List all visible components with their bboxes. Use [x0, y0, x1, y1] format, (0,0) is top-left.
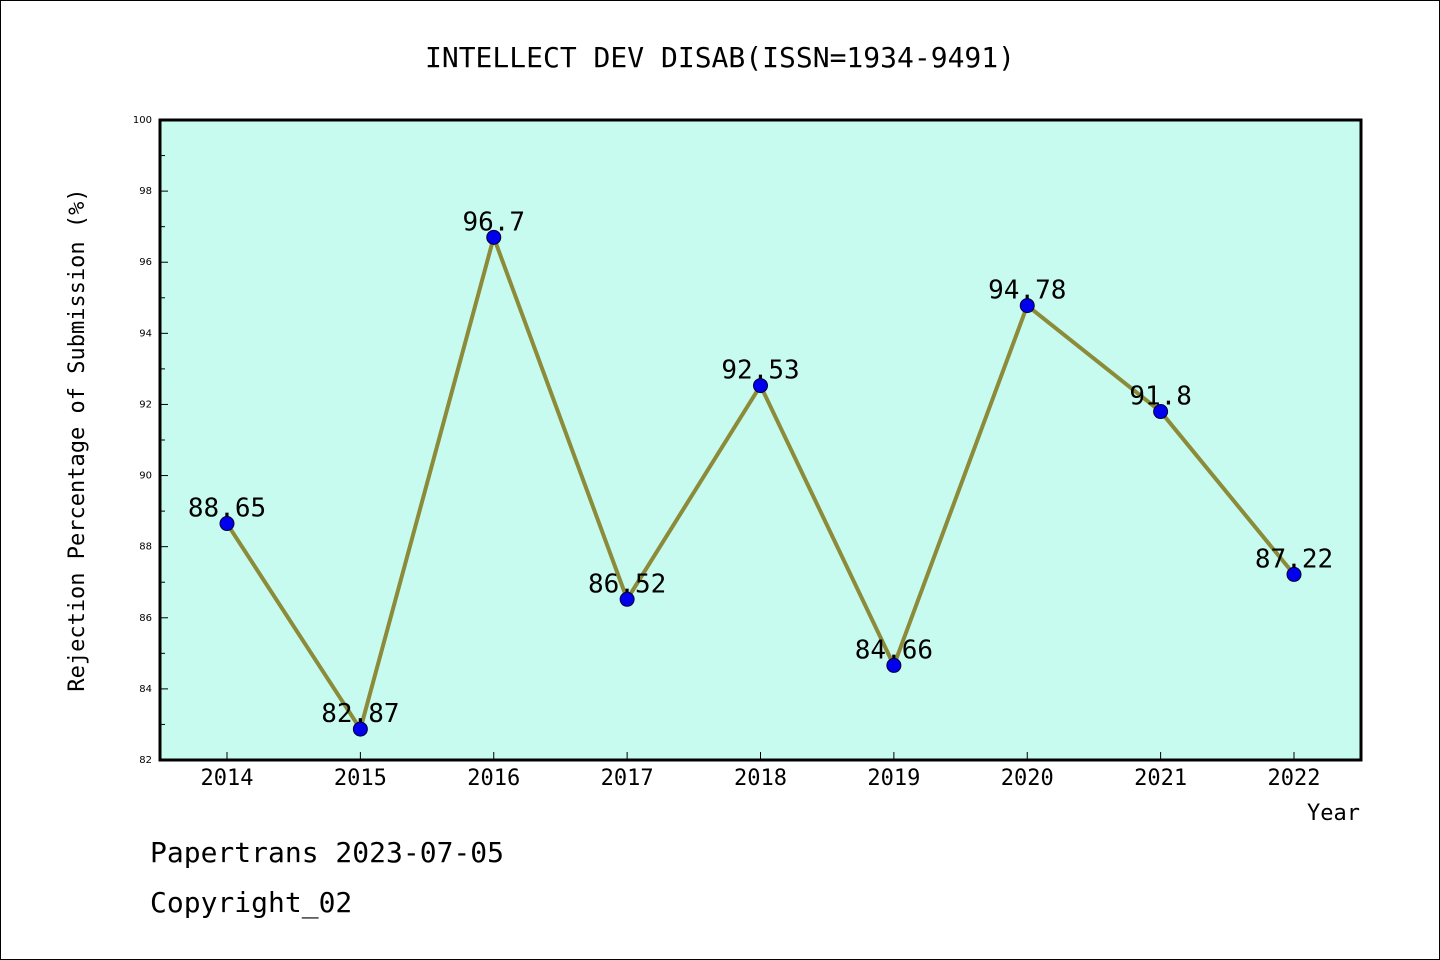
data-label: 84.66: [855, 635, 933, 665]
x-tick-label: 2021: [1134, 766, 1187, 791]
y-tick-label: 100: [133, 115, 152, 126]
x-tick-label: 2020: [1001, 766, 1054, 791]
data-label: 91.8: [1129, 382, 1192, 412]
y-tick-label: 92: [139, 399, 152, 410]
x-tick-label: 2018: [734, 766, 787, 791]
data-point: [753, 378, 768, 394]
y-axis-label: Rejection Percentage of Submission (%): [65, 188, 90, 691]
y-tick-label: 96: [139, 257, 152, 268]
x-tick-label: 2014: [201, 766, 254, 791]
plot-area: [158, 118, 1363, 762]
y-tick-label: 84: [139, 684, 152, 695]
y-tick-label: 86: [139, 613, 152, 624]
data-label: 86.52: [588, 569, 666, 599]
x-tick-label: 2019: [867, 766, 920, 791]
x-tick-label: 2016: [467, 766, 520, 791]
data-point: [1019, 298, 1035, 314]
chart-title: INTELLECT DEV DISAB(ISSN=1934-9491): [425, 41, 1015, 74]
x-tick-label: 2022: [1268, 766, 1321, 791]
data-point: [219, 516, 235, 532]
footer-source-date: Papertrans 2023-07-05: [150, 836, 505, 869]
footer-copyright: Copyright_02: [150, 886, 353, 919]
x-tick-label: 2017: [601, 766, 654, 791]
data-label: 92.53: [721, 356, 799, 386]
y-tick-label: 88: [139, 542, 152, 553]
data-point: [886, 657, 902, 673]
data-label: 87.22: [1255, 544, 1333, 574]
x-tick-label: 2015: [334, 766, 387, 791]
data-label: 88.65: [188, 494, 266, 524]
data-point: [352, 721, 368, 737]
data-point: [486, 229, 502, 245]
series-layer: 88.65 82.87 96.7 86.52 92.53 84.66 94.78 91.8 87…: [188, 207, 1333, 737]
x-axis-label: Year: [1307, 801, 1360, 826]
x-axis: 2014 2015 2016 2017 2018 2019 2020 2021 2022: [201, 752, 1321, 791]
data-point: [1153, 404, 1169, 420]
data-point: [619, 591, 635, 607]
y-tick-label: 90: [139, 471, 152, 482]
y-tick-label: 82: [139, 755, 152, 766]
data-label: 96.7: [462, 207, 525, 237]
data-label: 82.87: [321, 699, 399, 729]
data-label: 94.78: [988, 276, 1066, 306]
y-tick-label: 98: [139, 186, 152, 197]
data-point: [1286, 566, 1302, 582]
y-axis: 82 84 86 88 90 92 94 96 98 100: [133, 115, 168, 766]
y-tick-label: 94: [139, 328, 152, 339]
